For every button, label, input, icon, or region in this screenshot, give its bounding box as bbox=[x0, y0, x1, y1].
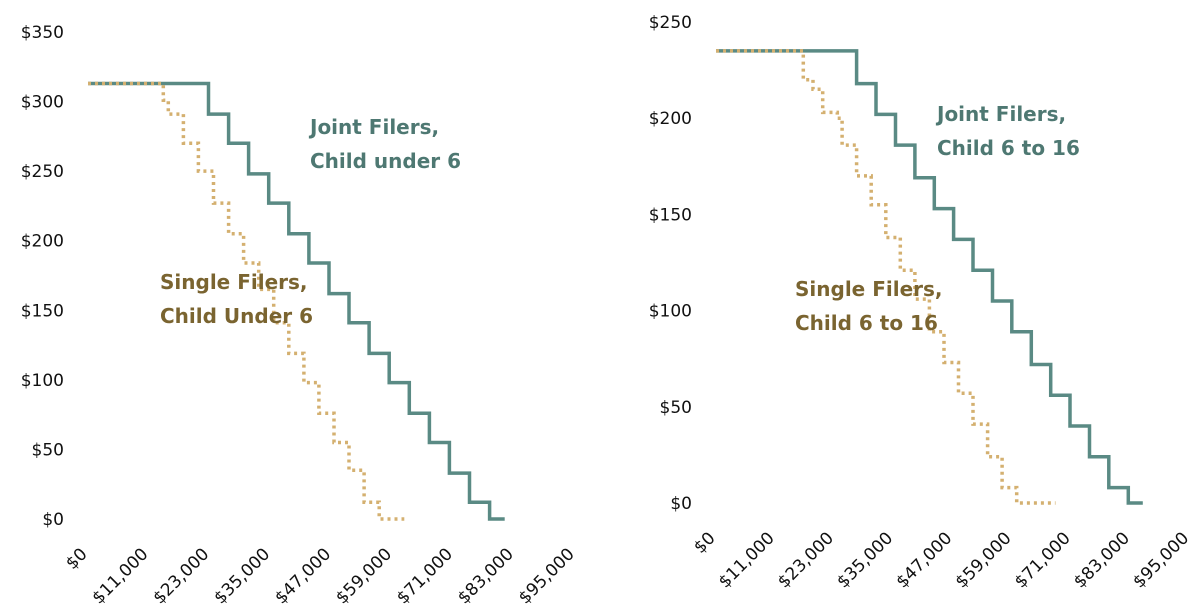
annotation-line: Single Filers, bbox=[795, 277, 943, 301]
x-tick-label: $47,000 bbox=[271, 544, 335, 608]
chart-right: $0$50$100$150$200$250$0$11,000$23,000$35… bbox=[649, 13, 1193, 592]
joint-series-line bbox=[88, 81, 505, 521]
annotation-line: Child under 6 bbox=[310, 149, 461, 173]
x-tick-label: $35,000 bbox=[833, 528, 897, 592]
y-tick-label: $0 bbox=[670, 494, 692, 514]
annotation-line: Single Filers, bbox=[160, 270, 308, 294]
annotation-line: Joint Filers, bbox=[935, 102, 1066, 126]
chart-left: $0$50$100$150$200$250$300$350$0$11,000$2… bbox=[21, 23, 579, 608]
x-tick-label: $11,000 bbox=[89, 544, 153, 608]
x-tick-label: $23,000 bbox=[149, 544, 213, 608]
joint-annotation: Joint Filers, Child 6 to 16 bbox=[935, 102, 1080, 160]
annotation-line: Child Under 6 bbox=[160, 304, 313, 328]
joint-annotation: Joint Filers, Child under 6 bbox=[308, 115, 461, 173]
x-tick-label: $71,000 bbox=[1011, 528, 1075, 592]
x-tick-label: $35,000 bbox=[210, 544, 274, 608]
x-tick-label: $95,000 bbox=[1129, 528, 1193, 592]
single-series-line bbox=[88, 81, 405, 521]
annotation-line: Child 6 to 16 bbox=[937, 136, 1080, 160]
x-tick-label: $47,000 bbox=[892, 528, 956, 592]
annotation-line: Child 6 to 16 bbox=[795, 311, 938, 335]
x-tick-label: $11,000 bbox=[715, 528, 779, 592]
y-tick-label: $300 bbox=[21, 93, 64, 113]
x-tick-label: $83,000 bbox=[1070, 528, 1134, 592]
joint-series-line bbox=[716, 49, 1143, 505]
y-tick-label: $150 bbox=[649, 205, 692, 225]
y-tick-label: $250 bbox=[21, 162, 64, 182]
x-tick-label: $59,000 bbox=[332, 544, 396, 608]
y-tick-label: $0 bbox=[42, 510, 64, 530]
x-tick-label: $0 bbox=[62, 544, 91, 573]
y-tick-label: $100 bbox=[21, 371, 64, 391]
y-tick-label: $250 bbox=[649, 13, 692, 33]
single-series-line bbox=[716, 49, 1056, 505]
y-tick-label: $350 bbox=[21, 23, 64, 43]
annotation-line: Joint Filers, bbox=[308, 115, 439, 139]
y-tick-label: $50 bbox=[32, 440, 64, 460]
single-annotation: Single Filers, Child 6 to 16 bbox=[795, 277, 943, 335]
y-tick-label: $200 bbox=[649, 109, 692, 129]
x-tick-label: $83,000 bbox=[454, 544, 518, 608]
y-tick-label: $50 bbox=[660, 398, 692, 418]
x-tick-label: $95,000 bbox=[515, 544, 579, 608]
x-tick-label: $71,000 bbox=[393, 544, 457, 608]
y-tick-label: $200 bbox=[21, 232, 64, 252]
single-annotation: Single Filers, Child Under 6 bbox=[160, 270, 313, 328]
x-tick-label: $0 bbox=[690, 528, 719, 557]
x-tick-label: $23,000 bbox=[774, 528, 838, 592]
y-tick-label: $150 bbox=[21, 301, 64, 321]
x-tick-label: $59,000 bbox=[952, 528, 1016, 592]
y-tick-label: $100 bbox=[649, 302, 692, 322]
